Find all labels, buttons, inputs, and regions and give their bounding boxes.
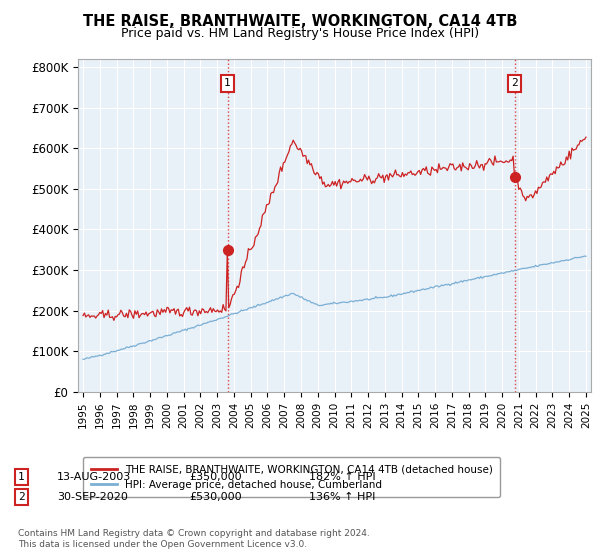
Text: 2: 2 [18, 492, 25, 502]
Text: Price paid vs. HM Land Registry's House Price Index (HPI): Price paid vs. HM Land Registry's House … [121, 27, 479, 40]
Text: 1: 1 [18, 472, 25, 482]
Text: 30-SEP-2020: 30-SEP-2020 [57, 492, 128, 502]
Text: 2: 2 [511, 78, 518, 88]
Text: 136% ↑ HPI: 136% ↑ HPI [309, 492, 376, 502]
Text: £350,000: £350,000 [189, 472, 242, 482]
Text: Contains HM Land Registry data © Crown copyright and database right 2024.
This d: Contains HM Land Registry data © Crown c… [18, 529, 370, 549]
Text: £530,000: £530,000 [189, 492, 242, 502]
Text: THE RAISE, BRANTHWAITE, WORKINGTON, CA14 4TB: THE RAISE, BRANTHWAITE, WORKINGTON, CA14… [83, 14, 517, 29]
Text: 1: 1 [224, 78, 231, 88]
Legend: THE RAISE, BRANTHWAITE, WORKINGTON, CA14 4TB (detached house), HPI: Average pric: THE RAISE, BRANTHWAITE, WORKINGTON, CA14… [83, 457, 500, 497]
Text: 182% ↑ HPI: 182% ↑ HPI [309, 472, 376, 482]
Text: 13-AUG-2003: 13-AUG-2003 [57, 472, 131, 482]
